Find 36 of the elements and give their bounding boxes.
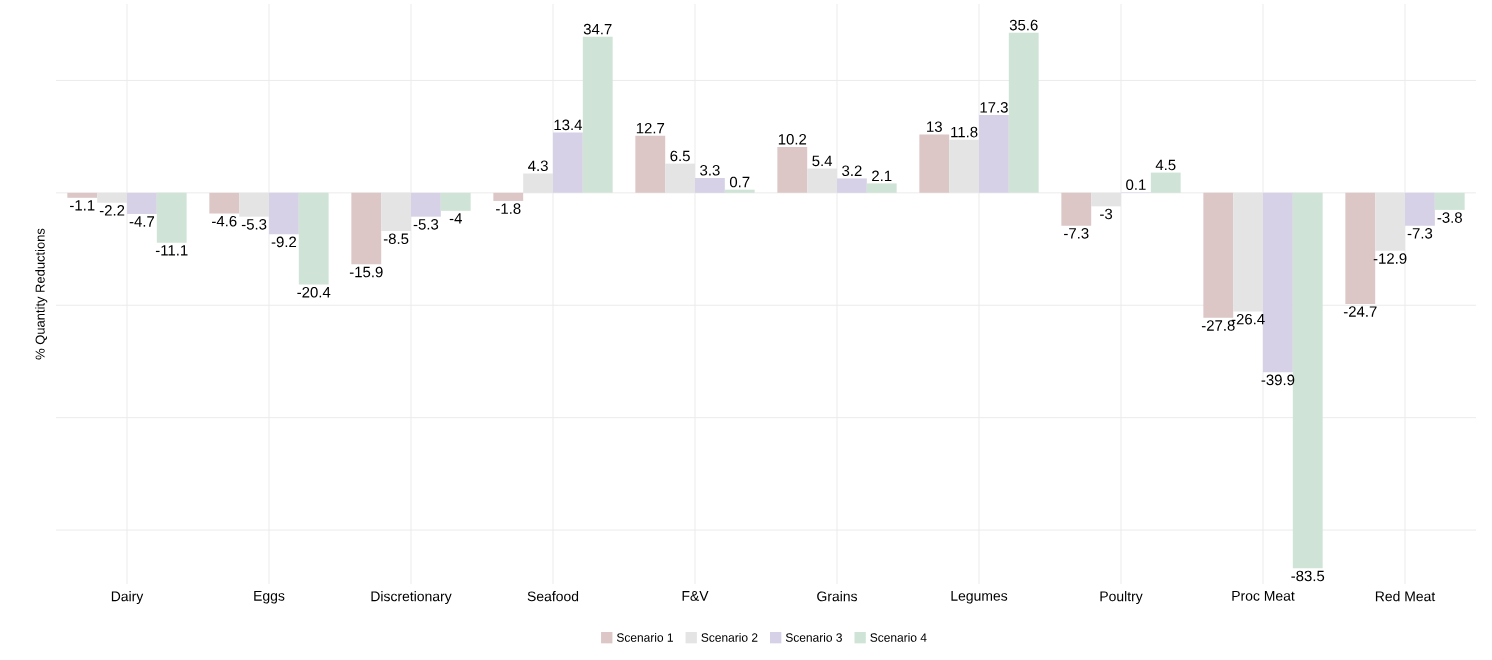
bar <box>209 192 240 214</box>
bar <box>67 192 98 198</box>
bar <box>1233 192 1264 312</box>
bar <box>381 192 412 232</box>
bar <box>239 192 269 217</box>
bar <box>665 163 696 193</box>
bar <box>1061 192 1092 226</box>
bar <box>493 192 524 201</box>
bar <box>553 132 583 193</box>
bar <box>156 192 187 243</box>
bar <box>1203 192 1234 318</box>
bar <box>269 192 299 235</box>
bar <box>1008 32 1039 193</box>
bar <box>1345 192 1376 304</box>
bar <box>440 192 471 211</box>
bar <box>298 192 329 285</box>
bar <box>635 135 666 193</box>
bar <box>1150 172 1181 193</box>
bar <box>1263 192 1293 373</box>
bar <box>866 183 897 193</box>
bar <box>919 134 950 193</box>
bar <box>1405 192 1435 226</box>
bar <box>351 192 382 265</box>
bar <box>949 139 980 193</box>
bar <box>837 178 867 193</box>
bar <box>582 36 613 193</box>
bar <box>1292 192 1323 569</box>
bar <box>1434 192 1465 210</box>
bar <box>1091 192 1122 207</box>
bar <box>127 192 157 214</box>
bar <box>777 146 808 193</box>
bar <box>979 115 1009 193</box>
bar <box>807 168 838 193</box>
bar <box>411 192 441 217</box>
bar <box>695 178 725 193</box>
bar <box>523 173 554 193</box>
